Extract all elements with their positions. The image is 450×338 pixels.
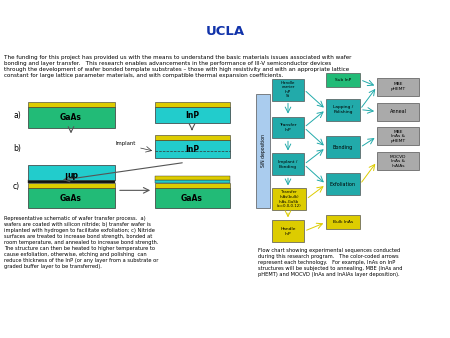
Bar	[272, 117, 304, 139]
Bar	[28, 180, 115, 183]
Text: Representative schematic of wafer transfer process.  a)
wafers are coated with s: Representative schematic of wafer transf…	[4, 216, 158, 269]
Text: MOCVD
InAs &
InAlAs: MOCVD InAs & InAlAs	[390, 155, 406, 168]
Bar	[155, 106, 230, 123]
Bar	[272, 79, 304, 100]
Bar	[272, 153, 304, 175]
Text: InP: InP	[185, 111, 199, 120]
Text: Sub InP: Sub InP	[335, 78, 351, 81]
Bar	[155, 180, 230, 183]
Bar	[377, 78, 419, 96]
Text: Transfer
InP: Transfer InP	[279, 123, 297, 132]
Bar	[326, 73, 360, 87]
Text: Exfoliation: Exfoliation	[330, 182, 356, 187]
Bar	[155, 188, 230, 208]
Text: Transfer
InAs(bulk)
InAs-GaSb
(x=0.0,0.12): Transfer InAs(bulk) InAs-GaSb (x=0.0,0.1…	[277, 190, 302, 208]
Text: UCLA: UCLA	[206, 25, 244, 38]
Bar	[272, 188, 306, 210]
Bar	[326, 99, 360, 121]
Text: SiN deposition: SiN deposition	[261, 135, 265, 167]
Bar	[28, 106, 115, 128]
Bar	[28, 188, 115, 208]
Text: Handle
carrier
InP
Si: Handle carrier InP Si	[281, 81, 295, 98]
Bar	[155, 176, 230, 180]
Text: InP: InP	[185, 145, 199, 154]
Text: dnI: dnI	[64, 169, 78, 178]
Text: b): b)	[13, 144, 21, 153]
Text: GOALI – DMR -0408715: GOALI – DMR -0408715	[297, 30, 414, 39]
Bar	[155, 101, 230, 106]
Text: Implant /
Bonding: Implant / Bonding	[278, 160, 298, 169]
Text: Implant: Implant	[116, 141, 136, 146]
Bar	[377, 102, 419, 121]
Bar	[272, 220, 304, 242]
Bar	[377, 152, 419, 170]
Text: Bonding: Bonding	[333, 145, 353, 150]
Text: MBE
InAs &
pHEMT: MBE InAs & pHEMT	[391, 130, 405, 143]
Text: GaAs: GaAs	[60, 113, 82, 122]
Text: MBE
pHEMT: MBE pHEMT	[391, 82, 405, 91]
Bar	[326, 137, 360, 159]
Bar	[326, 173, 360, 195]
Text: Mark Goorsky, PI: Mark Goorsky, PI	[34, 30, 119, 39]
Text: The funding for this project has provided us with the means to understand the ba: The funding for this project has provide…	[4, 55, 351, 78]
Text: Lapping /
Polishing: Lapping / Polishing	[333, 105, 353, 114]
Text: GaAs: GaAs	[181, 194, 203, 203]
Bar	[28, 101, 115, 106]
Text: Flow chart showing experimental sequences conducted
during this research program: Flow chart showing experimental sequence…	[258, 248, 402, 277]
Bar	[256, 94, 270, 208]
Text: Materials Integration of III-V Compounds  for Electronic Device Applications: Materials Integration of III-V Compounds…	[17, 6, 433, 17]
Bar	[155, 136, 230, 141]
Text: Anneal: Anneal	[390, 109, 406, 114]
Text: a): a)	[13, 111, 21, 120]
Bar	[28, 165, 115, 180]
FancyBboxPatch shape	[178, 21, 272, 42]
Bar	[155, 183, 230, 188]
Bar	[28, 183, 115, 188]
Text: Bulk InAs: Bulk InAs	[333, 220, 353, 224]
Text: Handle
InP: Handle InP	[280, 227, 296, 236]
Text: c): c)	[13, 182, 20, 191]
Bar	[377, 127, 419, 145]
Text: GaAs: GaAs	[60, 194, 82, 203]
Bar	[326, 215, 360, 229]
Bar	[155, 141, 230, 159]
